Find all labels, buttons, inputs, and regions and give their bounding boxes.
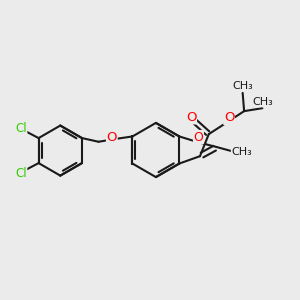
Text: CH₃: CH₃ [233,81,254,92]
Text: CH₃: CH₃ [231,147,252,157]
Text: Cl: Cl [15,122,27,135]
Text: Cl: Cl [15,167,27,180]
Text: O: O [106,131,117,144]
Text: O: O [224,111,234,124]
Text: CH₃: CH₃ [253,97,273,107]
Text: O: O [194,130,203,143]
Text: O: O [186,111,196,124]
